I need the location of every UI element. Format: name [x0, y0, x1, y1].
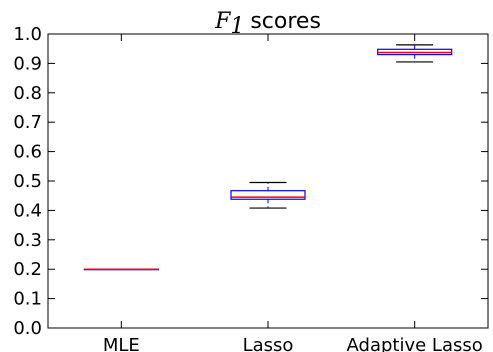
x-tick-label: Lasso [243, 335, 294, 352]
y-tick-label: 0.3 [13, 230, 42, 251]
box-iqr [230, 190, 306, 200]
chart-title: F1 scores [214, 9, 321, 39]
title-math-symbol: F [214, 9, 231, 34]
title-text: scores [250, 9, 321, 34]
y-tick-label: 0.1 [13, 289, 42, 310]
y-tick-label: 0.7 [13, 112, 42, 133]
y-tick-label: 0.0 [13, 318, 42, 339]
x-tick-label: Adaptive Lasso [347, 335, 483, 352]
x-tick-label: MLE [103, 335, 140, 352]
y-tick-label: 0.8 [13, 83, 42, 104]
title-math-subscript: 1 [230, 14, 244, 39]
y-tick-label: 0.6 [13, 142, 42, 163]
y-tick-label: 0.2 [13, 259, 42, 280]
y-tick-label: 0.9 [13, 53, 42, 74]
y-tick-label: 0.4 [13, 200, 42, 221]
y-tick-label: 0.5 [13, 171, 42, 192]
y-tick-label: 1.0 [13, 24, 42, 45]
plot-frame [47, 33, 489, 329]
plot-area: 0.0 0.1 0.2 0.3 0.4 0.5 0.6 0.7 0.8 0.9 1.0 MLE Lass… [13, 24, 489, 352]
